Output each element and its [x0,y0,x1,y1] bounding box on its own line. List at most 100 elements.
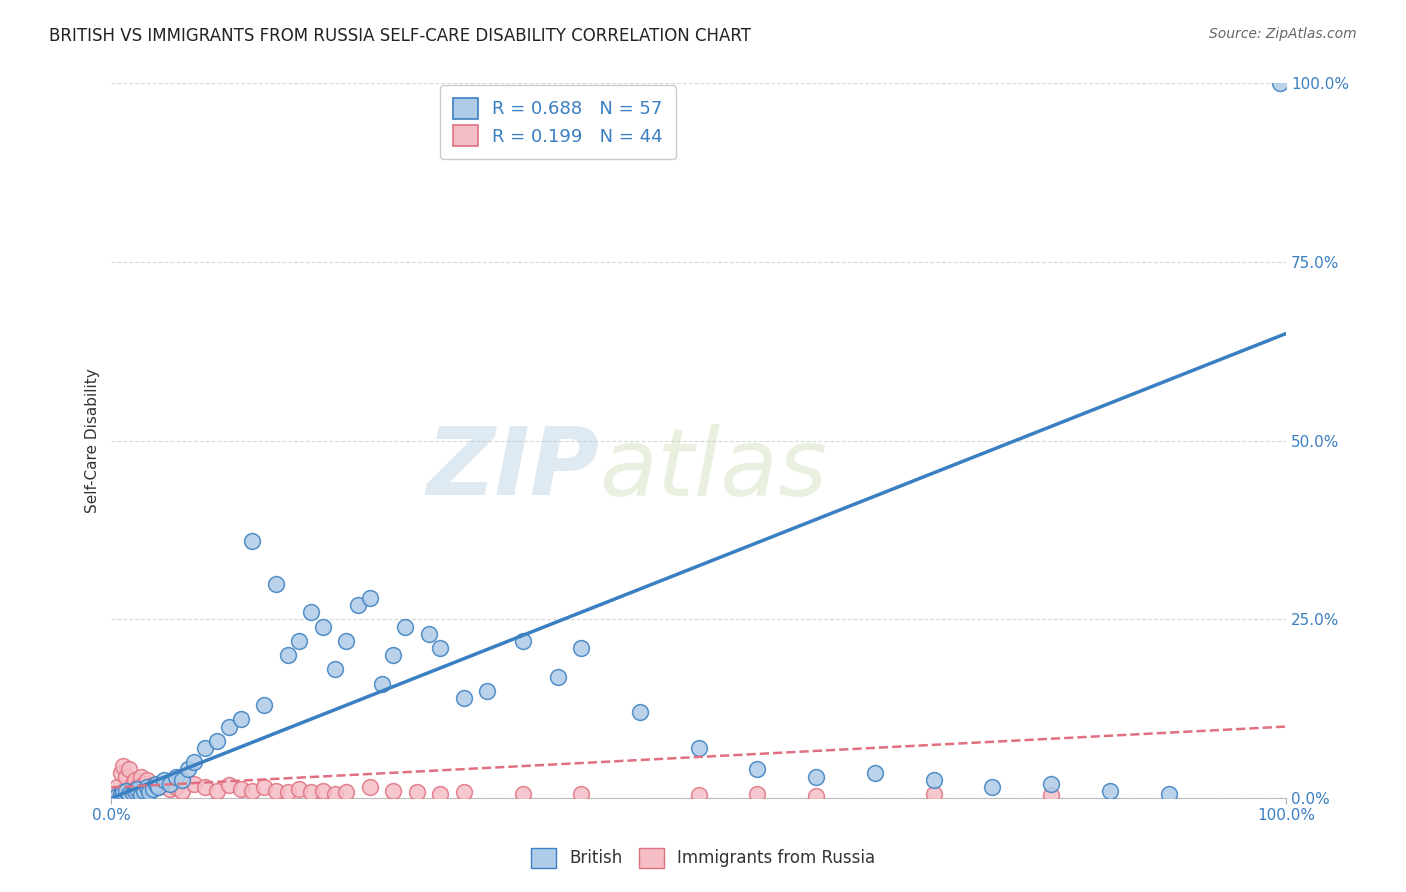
Point [804,789,827,803]
Point [688,788,710,802]
Point [382,648,405,662]
Point [134,777,156,791]
Point [569,640,592,655]
Point [105,780,128,795]
Point [405,785,427,799]
Point [394,619,416,633]
Point [114,770,136,784]
Point [110,766,132,780]
Point [104,789,127,803]
Point [153,777,176,791]
Point [1040,788,1063,802]
Point [359,591,381,605]
Point [628,706,651,720]
Point [569,787,592,801]
Legend: R = 0.688   N = 57, R = 0.199   N = 44: R = 0.688 N = 57, R = 0.199 N = 44 [440,86,675,159]
Point [159,777,181,791]
Text: Source: ZipAtlas.com: Source: ZipAtlas.com [1209,27,1357,41]
Point [141,782,163,797]
Point [135,773,157,788]
Point [299,785,322,799]
Point [177,763,200,777]
Legend: British, Immigrants from Russia: British, Immigrants from Russia [524,841,882,875]
Point [145,777,167,791]
Point [453,785,475,799]
Point [477,684,499,698]
Point [159,782,181,797]
Point [105,789,128,803]
Point [240,533,263,548]
Point [124,773,146,788]
Point [335,785,357,799]
Point [121,777,143,791]
Point [335,633,357,648]
Point [264,576,287,591]
Point [1157,788,1180,802]
Point [134,784,156,798]
Point [312,784,335,798]
Point [312,619,335,633]
Point [118,788,141,802]
Point [804,770,827,784]
Point [118,763,141,777]
Point [277,648,299,662]
Point [135,780,157,795]
Point [141,778,163,792]
Point [112,785,135,799]
Point [288,782,311,797]
Point [382,784,405,798]
Point [1040,777,1063,791]
Point [688,741,710,756]
Point [229,713,252,727]
Point [264,784,287,798]
Point [229,782,252,797]
Point [922,788,945,802]
Point [512,788,534,802]
Point [110,788,132,802]
Point [922,773,945,788]
Point [148,780,170,795]
Point [127,782,149,797]
Point [127,780,149,795]
Point [183,777,205,791]
Point [148,780,170,795]
Point [183,756,205,770]
Point [323,787,346,801]
Point [138,785,160,799]
Point [165,780,187,795]
Point [112,759,135,773]
Point [277,785,299,799]
Point [747,788,769,802]
Point [253,698,276,713]
Point [747,763,769,777]
Point [205,784,228,798]
Point [863,766,886,780]
Point [129,770,152,784]
Point [170,784,193,798]
Point [165,770,187,784]
Point [429,788,451,802]
Point [418,626,440,640]
Point [153,773,176,788]
Point [124,784,146,798]
Point [253,780,276,795]
Point [429,640,451,655]
Point [512,633,534,648]
Point [453,691,475,706]
Point [1098,784,1121,798]
Text: ZIP: ZIP [426,424,599,516]
Point [323,662,346,676]
Y-axis label: Self-Care Disability: Self-Care Disability [86,368,100,513]
Point [347,598,370,612]
Text: atlas: atlas [599,424,827,515]
Point [121,786,143,800]
Point [547,669,569,683]
Point [218,778,240,792]
Point [299,605,322,619]
Point [288,633,311,648]
Point [170,773,193,788]
Point [981,780,1004,795]
Point [218,720,240,734]
Point [370,677,392,691]
Point [194,780,217,795]
